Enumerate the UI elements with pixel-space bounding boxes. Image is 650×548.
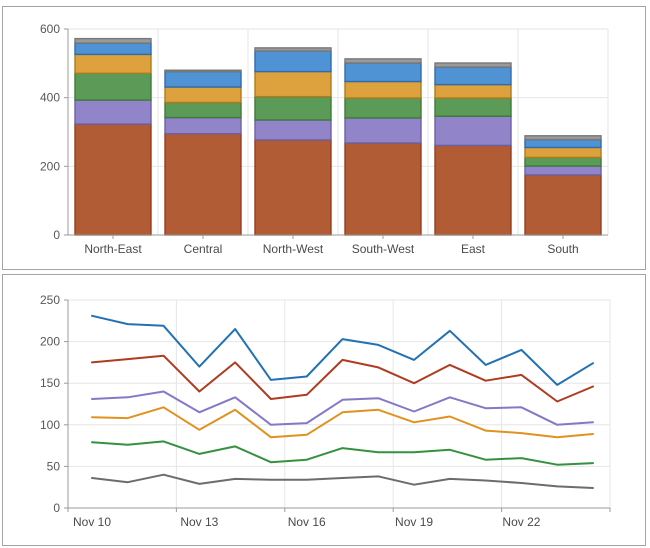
x-axis-category-label: North-West — [263, 242, 324, 256]
bar-segment-stack-series-2-purple — [74, 99, 152, 125]
bar-segment-stack-series-2-purple — [254, 119, 332, 141]
bar-segment-stack-series-4-orange — [434, 83, 512, 99]
bar-segment-stack-series-6-gray — [344, 58, 422, 64]
bar-segment-stack-series-3-green — [164, 101, 242, 119]
y-axis-tick-label: 50 — [47, 459, 61, 473]
y-axis-tick-label: 0 — [53, 501, 60, 515]
series-line-line-series-2-red — [91, 354, 594, 403]
bar-segment-stack-series-6-gray — [434, 62, 512, 68]
series-line-line-series-6-gray — [91, 473, 594, 489]
bar-segment-stack-series-5-blue — [74, 42, 152, 56]
bar-segment-stack-series-6-gray — [254, 47, 332, 52]
bar-segment-stack-series-6-gray — [164, 69, 242, 73]
bar-segment-stack-series-1-rust — [524, 174, 602, 236]
series-line-line-series-4-orange — [91, 406, 594, 439]
y-axis-tick-label: 200 — [40, 335, 60, 349]
bar-segment-stack-series-6-gray — [524, 135, 602, 141]
bar-segment-stack-series-1-rust — [74, 123, 152, 236]
bar-segment-stack-series-4-orange — [254, 70, 332, 98]
stacked-bar-chart-panel: 0 200 400 600 North-East Central North-West Sou… — [2, 6, 646, 270]
bar-segment-stack-series-2-purple — [344, 117, 422, 144]
bar-segment-stack-series-3-green — [254, 95, 332, 121]
bar-segment-stack-series-1-rust — [434, 144, 512, 236]
x-axis-category-label: East — [461, 242, 486, 256]
bar-segment-stack-series-2-purple — [524, 165, 602, 176]
y-axis-tick-label: 150 — [40, 376, 60, 390]
bar-segment-stack-series-4-orange — [164, 86, 242, 104]
x-axis-date-label: Nov 16 — [288, 515, 326, 529]
bar-segment-stack-series-4-orange — [344, 80, 422, 99]
y-axis-tick-label: 600 — [40, 22, 60, 36]
x-axis-date-label: Nov 22 — [502, 515, 540, 529]
x-axis-date-label: Nov 10 — [73, 515, 111, 529]
bar-segment-stack-series-1-rust — [164, 133, 242, 236]
bar-segment-stack-series-5-blue — [344, 62, 422, 83]
x-axis-category-label: Central — [184, 242, 223, 256]
y-axis-tick-label: 200 — [40, 159, 60, 173]
bar-segment-stack-series-6-gray — [74, 37, 152, 44]
bar-segment-stack-series-5-blue — [254, 50, 332, 73]
bar-segment-stack-series-1-rust — [254, 139, 332, 236]
bar-segment-stack-series-4-orange — [524, 146, 602, 159]
y-axis-tick-label: 0 — [53, 228, 60, 242]
bar-segment-stack-series-5-blue — [434, 66, 512, 86]
line-chart-panel: 0 50 100 150 200 250 Nov 10 Nov 13 Nov 16 Nov 19 N… — [2, 274, 646, 546]
bar-segment-stack-series-1-rust — [344, 142, 422, 236]
bar-segment-stack-series-3-green — [524, 156, 602, 167]
bar-segment-stack-series-4-orange — [74, 53, 152, 74]
x-axis-category-label: South — [547, 242, 578, 256]
bar-segment-stack-series-3-green — [74, 72, 152, 101]
bar-segment-stack-series-3-green — [344, 97, 422, 119]
bar-segment-stack-series-2-purple — [164, 116, 242, 135]
y-axis-tick-label: 100 — [40, 418, 60, 432]
bar-segment-stack-series-5-blue — [524, 138, 602, 149]
bar-segment-stack-series-5-blue — [164, 70, 242, 88]
series-line-line-series-3-purple — [91, 390, 594, 426]
series-line-line-series-1-blue — [91, 314, 594, 386]
y-axis-tick-label: 400 — [40, 91, 60, 105]
line-chart: 0 50 100 150 200 250 Nov 10 Nov 13 Nov 16 Nov 19 N… — [40, 293, 611, 529]
x-axis-category-label: North-East — [84, 242, 142, 256]
x-axis-date-label: Nov 19 — [395, 515, 433, 529]
bar-segment-stack-series-3-green — [434, 97, 512, 117]
series-line-line-series-5-green — [91, 440, 594, 466]
x-axis-category-label: South-West — [352, 242, 415, 256]
x-axis-date-label: Nov 13 — [180, 515, 218, 529]
stacked-bar-chart: 0 200 400 600 North-East Central North-West Sou… — [40, 22, 609, 256]
y-axis-tick-label: 250 — [40, 293, 60, 307]
bar-segment-stack-series-2-purple — [434, 115, 512, 147]
